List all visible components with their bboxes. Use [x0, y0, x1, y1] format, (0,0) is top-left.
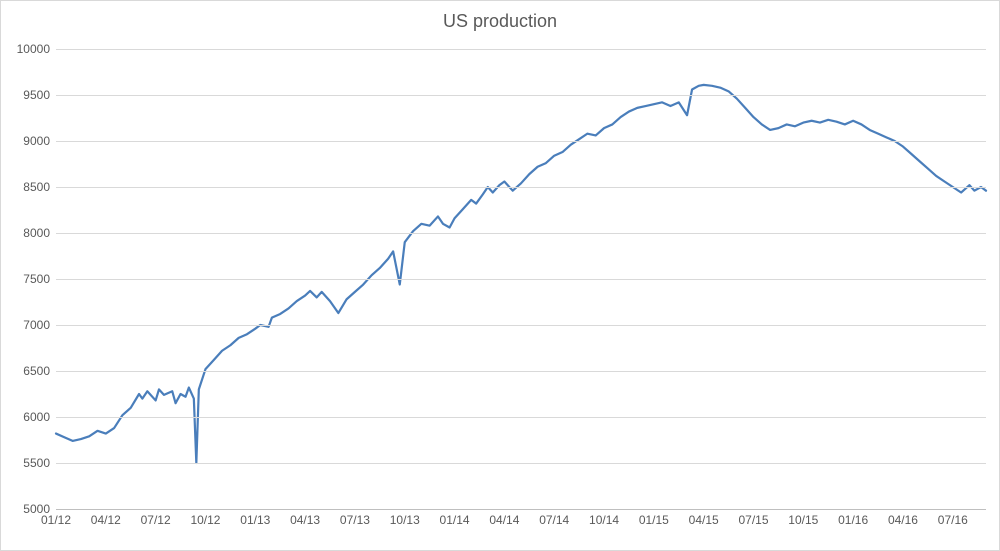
x-tick-label: 04/13 — [290, 509, 320, 527]
gridline — [56, 95, 986, 96]
gridline — [56, 233, 986, 234]
x-tick-label: 10/12 — [190, 509, 220, 527]
chart-container: US production 50005500600065007000750080… — [0, 0, 1000, 551]
y-tick-label: 6500 — [23, 364, 56, 378]
x-tick-label: 04/16 — [888, 509, 918, 527]
y-tick-label: 8500 — [23, 180, 56, 194]
gridline — [56, 187, 986, 188]
x-tick-label: 04/14 — [489, 509, 519, 527]
gridline — [56, 49, 986, 50]
x-tick-label: 01/16 — [838, 509, 868, 527]
x-tick-label: 07/13 — [340, 509, 370, 527]
y-tick-label: 6000 — [23, 410, 56, 424]
gridline — [56, 325, 986, 326]
x-tick-label: 10/15 — [788, 509, 818, 527]
y-tick-label: 7000 — [23, 318, 56, 332]
x-tick-label: 07/16 — [938, 509, 968, 527]
y-tick-label: 10000 — [17, 42, 56, 56]
gridline — [56, 463, 986, 464]
y-tick-label: 8000 — [23, 226, 56, 240]
y-tick-label: 9000 — [23, 134, 56, 148]
x-tick-label: 01/12 — [41, 509, 71, 527]
gridline — [56, 141, 986, 142]
x-tick-label: 10/14 — [589, 509, 619, 527]
gridline — [56, 417, 986, 418]
y-tick-label: 9500 — [23, 88, 56, 102]
x-tick-label: 01/13 — [240, 509, 270, 527]
x-tick-label: 10/13 — [390, 509, 420, 527]
gridline — [56, 371, 986, 372]
y-tick-label: 5500 — [23, 456, 56, 470]
y-tick-label: 7500 — [23, 272, 56, 286]
plot-area: 5000550060006500700075008000850090009500… — [56, 49, 986, 509]
x-tick-label: 04/12 — [91, 509, 121, 527]
x-tick-label: 07/14 — [539, 509, 569, 527]
gridline — [56, 279, 986, 280]
x-tick-label: 04/15 — [689, 509, 719, 527]
x-tick-label: 07/15 — [738, 509, 768, 527]
chart-title: US production — [1, 11, 999, 32]
x-tick-label: 01/15 — [639, 509, 669, 527]
x-tick-label: 01/14 — [440, 509, 470, 527]
x-tick-label: 07/12 — [141, 509, 171, 527]
